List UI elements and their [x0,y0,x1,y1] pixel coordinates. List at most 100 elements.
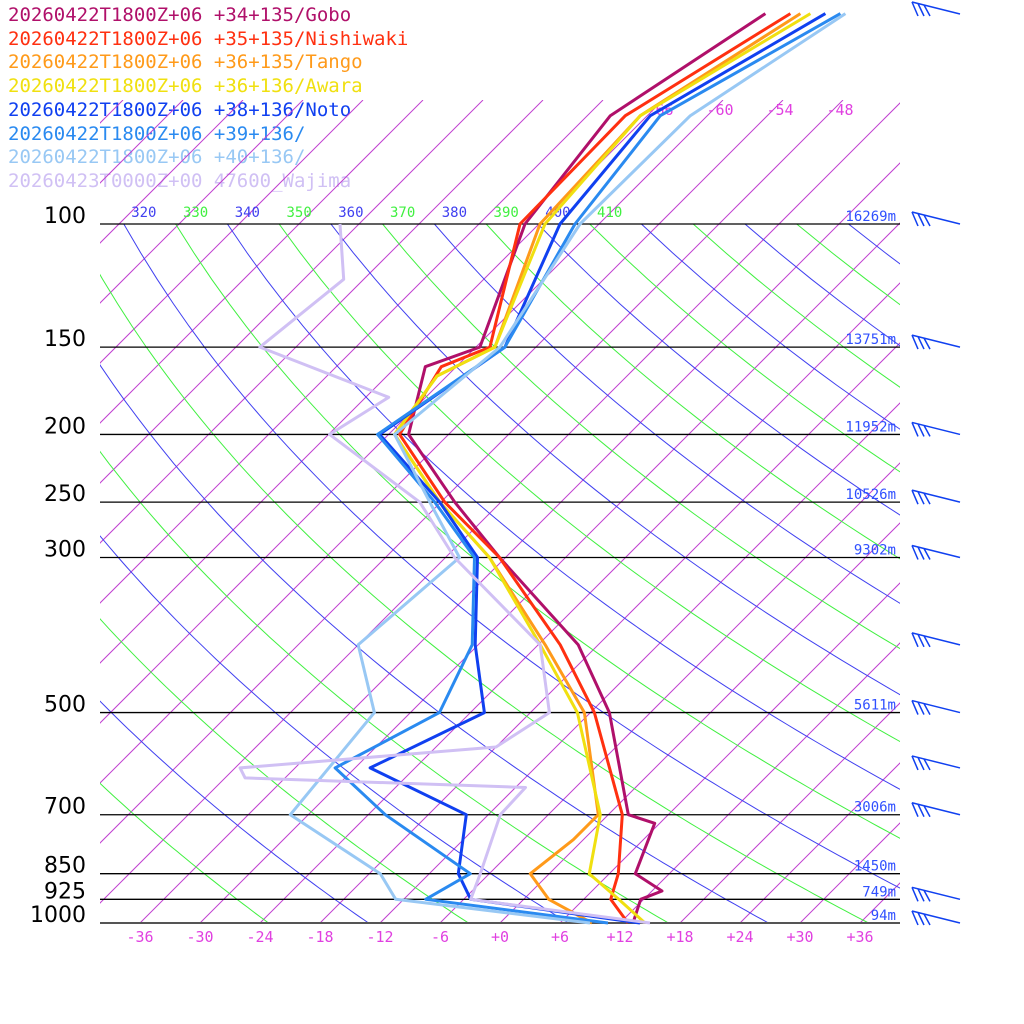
theta-label: 380 [442,205,467,221]
temperature-tick-label: +0 [491,928,509,946]
sounding-line [368,12,827,925]
height-label: 749m [862,884,896,900]
height-label: 11952m [845,419,896,435]
dry-adiabat-line [100,450,669,923]
isotherm-line [739,762,900,923]
wind-barb-icon [911,699,961,715]
wind-barb-flag [923,214,931,227]
wind-barb-icon [911,489,961,505]
wind-barb-flag [923,337,931,350]
legend-entry: 20260422T1800Z+06 +38+136/Noto [8,98,352,121]
wind-barb-flag [917,701,925,715]
legend-entry: 20260422T1800Z+06 +35+135/Nishiwaki [8,27,409,50]
pressure-tick-label: 150 [44,327,86,352]
sounding-line [238,223,651,925]
isotherm-line [139,162,900,923]
wind-barb-flag [911,489,919,505]
dry-adiabat-line [796,224,900,306]
pressure-tick-label: 925 [44,879,86,904]
wind-barb-icon [911,1,961,17]
theta-label: 340 [235,205,260,221]
dry-adiabat-line [589,224,900,473]
wind-barb-flag [923,913,931,926]
temperature-tick-label: +12 [606,928,633,946]
wind-barb-shaft [911,910,961,924]
wind-barb-shaft [911,755,961,769]
wind-barb-flag [911,545,919,560]
temperature-tick-label: -18 [306,928,333,946]
wind-barb-flag [923,635,931,648]
sounding-line [393,12,812,925]
wind-barb-flag [923,425,931,437]
wind-barb-shaft [911,544,961,559]
temperature-tick-label: -36 [126,928,153,946]
wind-barb-flag [911,802,919,818]
wind-barb-flag [911,910,919,926]
height-label: 5611m [854,698,896,714]
isotherm-line [100,100,844,844]
wind-barb-flag [917,491,925,505]
isotherm-line [199,222,900,923]
wind-barb-flag [911,700,919,715]
wind-barb-shaft [911,801,961,816]
temperature-tick-label: +24 [726,928,753,946]
dry-adiabat-line [123,224,900,889]
dry-adiabat-line [848,224,900,265]
wind-barb-shaft [911,334,961,348]
pressure-tick-label: 700 [44,795,86,820]
isotherm-line [100,100,244,244]
wind-barb-icon [911,801,961,818]
pressure-tick-label: 250 [44,482,86,507]
isotherm-line [439,462,900,923]
height-label: 94m [871,908,896,924]
height-label: 9302m [854,543,896,559]
wind-barb-flag [917,423,925,437]
dry-adiabat-line [744,224,900,347]
dry-adiabat-line [537,224,900,516]
height-label: 10526m [845,487,896,503]
dry-adiabat-line [382,224,900,650]
legend-entry: 20260422T1800Z+06 +39+136/ [8,122,306,145]
wind-barb-shaft [911,632,961,646]
wind-barb-icon [911,755,961,771]
isotherm-label: -48 [826,101,853,119]
dry-adiabat-line [485,224,900,560]
isotherm-line [679,702,900,923]
wind-barb-flag [917,912,925,926]
wind-barb-flag [923,805,931,818]
height-label: 13751m [845,332,896,348]
dry-adiabat-line [692,224,900,388]
theta-label: 360 [338,205,363,221]
wind-barb-flag [917,3,925,17]
temperature-tick-label: +6 [551,928,569,946]
temperature-tick-label: +30 [786,928,813,946]
wind-barb-shaft [911,421,961,436]
isotherm-line [100,100,604,604]
wind-barb-flag [917,803,925,818]
isotherm-line [100,100,484,484]
legend: 20260422T1800Z+06 +34+135/Gobo 20260422T1… [8,4,408,194]
wind-barb-icon [911,211,961,227]
wind-barb-flag [911,422,919,437]
isotherm-line [100,100,784,784]
wind-barb-shaft [911,489,961,503]
wind-barb-flag [923,703,931,715]
wind-barb-icon [911,334,961,350]
dry-adiabat-line [330,224,900,696]
wind-barb-flag [911,211,919,227]
temperature-tick-label: +36 [846,928,873,946]
wind-barb-icon [911,886,961,902]
isotherm-label: -54 [766,101,793,119]
sounding-line [288,12,847,925]
wind-barb-icon [911,544,961,560]
theta-label: 390 [494,205,519,221]
pressure-tick-label: 850 [44,854,86,879]
isotherm-line [100,102,900,904]
theta-label: 370 [390,205,415,221]
legend-entry: 20260422T1800Z+06 +40+136/ [8,146,306,169]
isotherm-line [100,100,664,664]
isotherm-line [559,582,900,923]
wind-barb-icon [911,632,961,648]
isotherm-line [619,642,900,923]
